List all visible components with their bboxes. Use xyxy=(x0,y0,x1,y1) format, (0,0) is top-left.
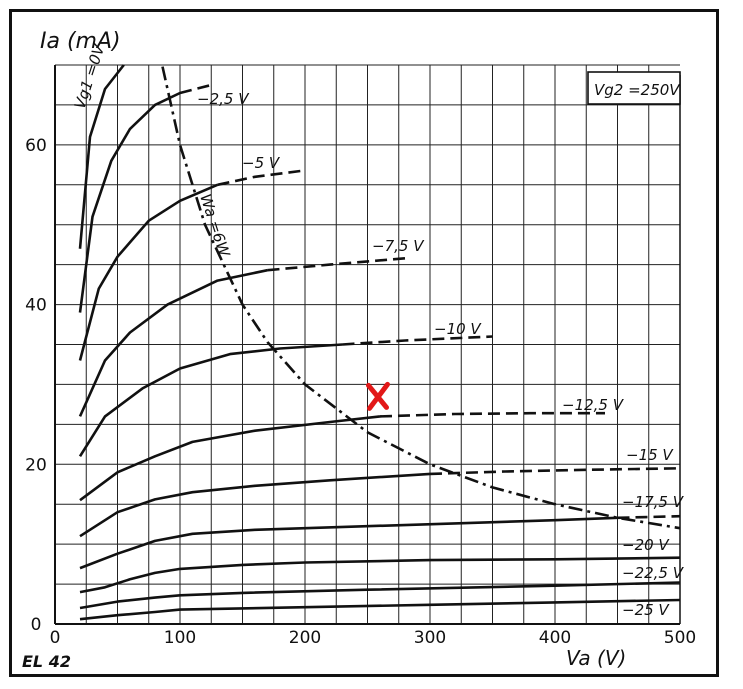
power-limit-curve xyxy=(161,66,681,530)
x-tick-label: 200 xyxy=(289,628,321,648)
curve-label: −17,5 V xyxy=(622,493,685,511)
curve-label: −25 V xyxy=(622,601,670,619)
curve-label: −12,5 V xyxy=(562,396,625,414)
curve-label: −2,5 V xyxy=(197,90,250,108)
condition-box xyxy=(587,71,681,105)
x-tick-label: 0 xyxy=(50,628,61,648)
plate-curve-extension xyxy=(217,169,306,187)
plate-curves xyxy=(78,64,681,621)
plate-curve-extension xyxy=(342,335,493,346)
plate-curve xyxy=(79,415,381,502)
curve-label: −5 V xyxy=(242,154,281,172)
x-axis-label: Va (V) xyxy=(566,646,626,670)
plate-curve xyxy=(79,581,681,610)
plate-curve-extension xyxy=(379,411,605,418)
curve-label: −15 V xyxy=(626,446,674,464)
curve-labels: Vg1 =0V −2,5 V−5 V−7,5 V−10 V−12,5 V−15 V… xyxy=(71,41,685,619)
y-tick-label: 20 xyxy=(25,455,47,475)
x-tick-label: 400 xyxy=(539,628,571,648)
condition-label: Vg2 =250V xyxy=(594,81,681,99)
plate-curve xyxy=(78,343,343,457)
plate-curve-extension xyxy=(267,257,406,272)
plate-curve xyxy=(79,556,681,594)
plate-curve-extension xyxy=(429,467,681,476)
y-tick-label: 0 xyxy=(31,615,42,635)
x-tick-label: 500 xyxy=(664,628,696,648)
curve-label: −22,5 V xyxy=(622,564,685,582)
curve-label: −7,5 V xyxy=(372,237,425,255)
x-tick-label: 100 xyxy=(164,628,196,648)
y-tick-label: 60 xyxy=(25,136,47,156)
plate-curve xyxy=(79,472,431,538)
power-curve-label: Wa =6W xyxy=(196,192,234,260)
plate-curve xyxy=(78,64,125,249)
curve-label: −20 V xyxy=(622,536,670,554)
x-tick-label: 300 xyxy=(414,628,446,648)
plate-curve xyxy=(78,91,181,313)
grid-lines xyxy=(55,64,680,624)
axes: 0 100 200 300 400 500 0 20 40 60 xyxy=(25,65,696,648)
plate-curve-extension xyxy=(617,514,681,520)
y-axis-label: Ia (mA) xyxy=(40,29,121,54)
curve-label: −10 V xyxy=(434,320,482,338)
y-tick-label: 40 xyxy=(25,296,47,316)
plate-curve-extension xyxy=(179,83,212,95)
operating-point-marker xyxy=(366,381,390,411)
tube-model: EL 42 xyxy=(22,652,71,671)
plate-curve xyxy=(79,598,681,621)
plate-curve xyxy=(78,268,268,417)
plate-curve xyxy=(79,516,618,570)
plate-curve xyxy=(78,183,219,361)
